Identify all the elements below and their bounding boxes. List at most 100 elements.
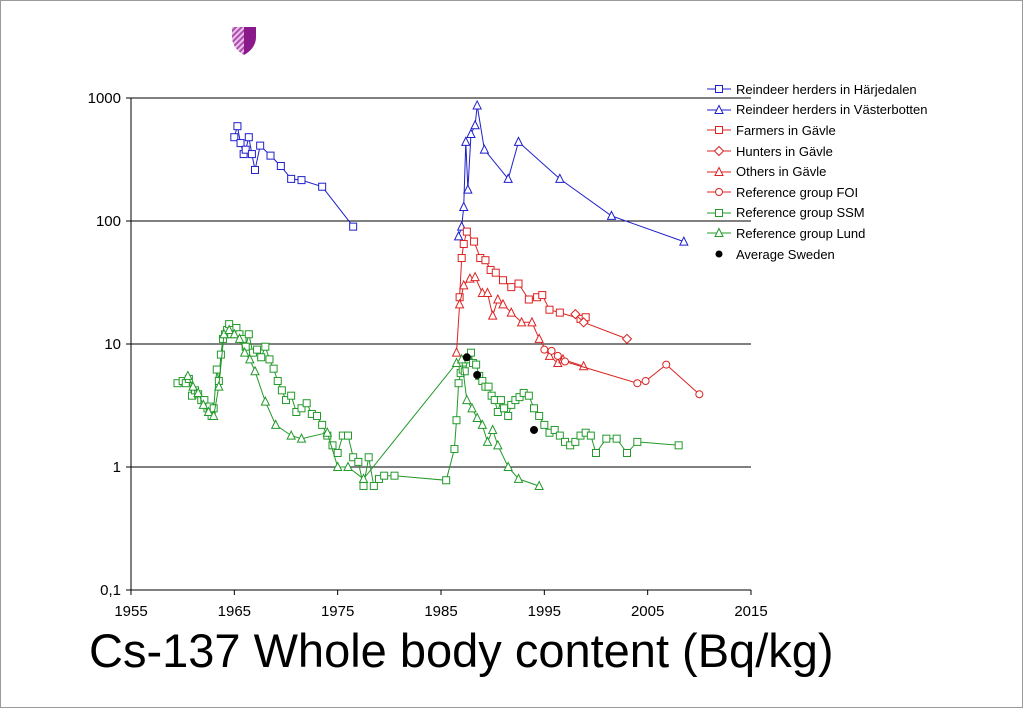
data-point: [482, 287, 493, 297]
series-line: [187, 329, 540, 487]
data-point: [390, 471, 399, 480]
data-point: [332, 461, 343, 471]
legend-label: Reference group Lund: [736, 225, 866, 241]
data-point: [245, 353, 255, 364]
data-point: [592, 448, 600, 457]
data-point: [260, 396, 271, 406]
data-point: [499, 276, 507, 285]
x-tick-label: 1965: [218, 603, 251, 620]
data-point: [470, 119, 480, 130]
x-tick-label: 1955: [114, 603, 147, 620]
data-point: [586, 431, 595, 440]
data-point: [282, 396, 290, 405]
data-point: [234, 333, 245, 343]
series-reference-group-ssm: [173, 320, 683, 491]
data-point: [463, 183, 473, 194]
series-farmers-in-g-vle: [455, 227, 590, 323]
data-point: [257, 353, 266, 362]
data-point: [261, 342, 270, 351]
x-tick-label: 2005: [631, 603, 664, 620]
data-point: [224, 324, 234, 334]
data-point: [538, 291, 547, 300]
data-point: [553, 351, 562, 360]
data-point: [214, 381, 224, 391]
data-point: [484, 382, 493, 391]
legend-marker: [715, 126, 723, 135]
data-point: [349, 222, 358, 231]
data-point: [318, 182, 327, 191]
data-point: [496, 396, 505, 405]
data-point: [466, 348, 475, 357]
data-point: [457, 254, 466, 263]
data-point: [633, 437, 642, 446]
data-point: [555, 308, 564, 317]
data-point: [286, 429, 296, 440]
data-point: [250, 365, 260, 376]
x-tick-label: 1995: [528, 603, 561, 620]
data-point: [481, 256, 490, 265]
data-point: [493, 439, 503, 450]
data-point: [212, 365, 221, 374]
data-point: [535, 411, 544, 420]
data-point: [459, 240, 468, 249]
data-point: [188, 381, 198, 391]
data-point: [442, 476, 451, 485]
data-point: [633, 379, 642, 388]
data-point: [203, 406, 214, 416]
data-point: [454, 379, 463, 388]
data-point: [313, 411, 321, 420]
legend-marker: [714, 104, 724, 114]
data-point: [269, 364, 278, 373]
data-point: [472, 412, 482, 423]
data-point: [239, 347, 250, 357]
data-point: [540, 345, 549, 354]
data-point: [354, 457, 363, 466]
data-point: [515, 393, 524, 402]
legend-item-reference-group-foi: Reference group FOI: [705, 182, 928, 203]
data-point: [503, 461, 513, 471]
data-point: [695, 390, 704, 399]
data-point: [545, 305, 554, 314]
data-point: [266, 151, 275, 160]
series-reference-group-foi: [540, 345, 704, 399]
data-point: [287, 174, 296, 183]
data-point: [491, 268, 500, 277]
legend-item-reindeer-herders-in-h-rjedalen: Reindeer herders in Härjedalen: [705, 79, 928, 100]
data-point: [473, 370, 482, 379]
data-point: [513, 136, 524, 146]
data-point: [297, 404, 306, 413]
data-point: [500, 404, 509, 413]
series-line: [177, 322, 679, 488]
data-point: [527, 316, 537, 327]
data-point: [555, 431, 564, 440]
y-tick-label: 1000: [88, 90, 121, 107]
data-point: [472, 99, 482, 110]
data-point: [524, 295, 533, 304]
data-point: [333, 448, 342, 457]
data-point: [216, 350, 225, 359]
legend-marker-icon: [707, 208, 731, 217]
legend-marker-icon: [715, 250, 723, 258]
data-point: [460, 136, 471, 146]
data-point: [514, 279, 523, 288]
data-point: [466, 128, 476, 138]
data-point: [606, 210, 617, 220]
data-point: [229, 328, 240, 339]
legend-marker-icon: [707, 188, 731, 197]
series-hunters-in-g-vle: [570, 308, 633, 345]
data-point: [513, 473, 524, 483]
legend-marker: [715, 85, 723, 94]
data-point: [621, 333, 633, 345]
legend-marker: [714, 227, 724, 238]
legend-marker: [715, 208, 723, 217]
legend-marker-icon: [707, 85, 731, 94]
data-point: [550, 425, 559, 434]
series-reindeer-herders-in-h-rjedalen: [230, 122, 358, 231]
data-point: [472, 360, 481, 369]
data-point: [487, 310, 498, 320]
x-tick-label: 2015: [734, 603, 767, 620]
data-point: [555, 173, 565, 183]
x-tick-label: 1975: [321, 603, 354, 620]
legend-item-reference-group-lund: Reference group Lund: [705, 223, 928, 244]
data-point: [498, 298, 508, 309]
